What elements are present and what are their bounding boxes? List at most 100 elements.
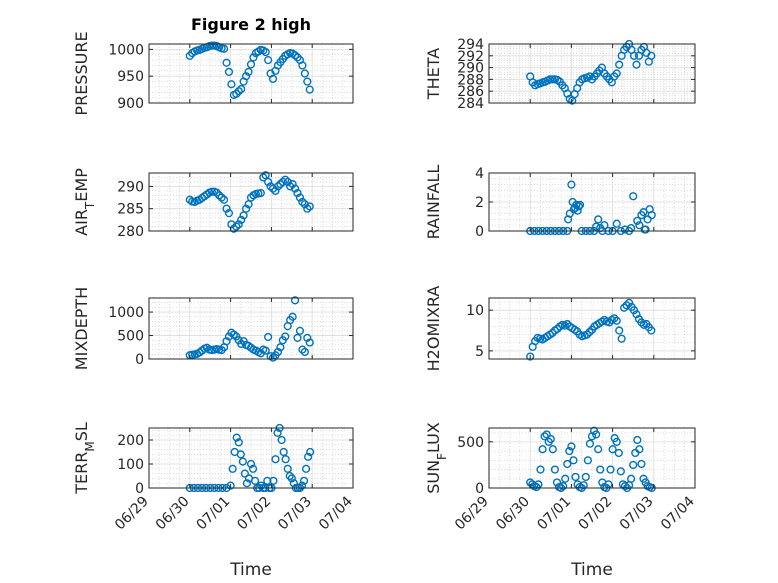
subplot-mixdepth: 0 500 1000 MIXDEPTH — [72, 287, 354, 370]
data-point — [579, 481, 588, 490]
data-point — [306, 447, 315, 457]
data-point — [268, 353, 278, 362]
data-point — [303, 333, 312, 342]
data-point — [219, 44, 229, 53]
y-tick-label: 5 — [475, 344, 484, 360]
data-point — [594, 215, 603, 224]
y-axis-label: TERRMSL — [72, 422, 97, 495]
data-point — [207, 187, 216, 196]
data-point — [596, 465, 605, 474]
data-point — [550, 465, 560, 474]
subplot-pressure: 900 950 1000 PRESSURE — [72, 31, 354, 116]
data-point — [286, 182, 295, 191]
data-point — [242, 72, 251, 81]
data-point — [246, 60, 256, 69]
data-point — [232, 433, 241, 442]
data-point — [261, 346, 270, 355]
y-axis-label: RAINFALL — [424, 165, 443, 240]
y-axis-label: AIRTEMP — [72, 168, 97, 236]
data-point — [259, 173, 268, 182]
data-point — [222, 58, 231, 67]
data-point — [614, 448, 623, 458]
axes-box — [148, 427, 354, 489]
x-tick-label: 06/29 — [112, 494, 152, 534]
data-point — [295, 326, 305, 335]
y-tick-label: 1000 — [108, 305, 144, 321]
data-point — [295, 193, 305, 202]
axes-box — [488, 427, 696, 489]
y-tick-label: 285 — [117, 202, 144, 218]
data-point — [299, 476, 309, 485]
data-point — [289, 479, 298, 488]
data-point — [276, 180, 285, 189]
data-point — [546, 434, 555, 444]
data-point — [605, 318, 614, 327]
y-tick-label: 0 — [135, 481, 144, 497]
data-point — [615, 326, 624, 335]
data-point — [300, 69, 309, 78]
y-tick-label: 4 — [475, 166, 484, 182]
x-tick-label: 07/03 — [617, 494, 657, 534]
data-point — [301, 464, 311, 473]
data-point — [563, 319, 572, 329]
axes-box — [148, 297, 354, 360]
data-point — [257, 481, 266, 490]
data-point — [281, 455, 290, 464]
data-point — [565, 446, 574, 456]
data-point — [305, 85, 314, 94]
data-point — [219, 195, 229, 204]
x-tick-label: 06/30 — [493, 494, 533, 534]
data-point — [226, 481, 235, 490]
data-point — [303, 77, 312, 86]
data-point — [288, 312, 297, 321]
data-point — [293, 188, 302, 198]
data-point — [629, 192, 638, 201]
data-point — [565, 209, 574, 218]
x-tick-label: 07/03 — [275, 494, 315, 534]
data-point — [244, 67, 253, 76]
data-point — [278, 177, 287, 187]
data-point — [585, 328, 594, 337]
data-point — [592, 430, 601, 439]
data-point — [224, 67, 234, 76]
data-point — [615, 60, 624, 69]
data-point — [304, 452, 313, 461]
data-point — [610, 314, 619, 323]
data-point — [629, 460, 638, 470]
y-tick-label: 284 — [457, 96, 484, 112]
data-point — [224, 209, 234, 218]
data-point — [643, 215, 652, 224]
data-point — [569, 456, 578, 465]
data-point — [612, 69, 621, 78]
axes-box — [488, 43, 696, 104]
y-tick-label: 290 — [457, 61, 484, 77]
data-point — [290, 296, 300, 305]
y-tick-label: 294 — [457, 37, 484, 53]
data-point — [622, 301, 631, 310]
data-point — [647, 51, 656, 60]
data-point — [277, 435, 286, 445]
data-point — [582, 330, 592, 339]
data-point — [242, 479, 252, 488]
data-point — [536, 465, 545, 474]
data-point — [627, 224, 636, 233]
data-point — [234, 220, 243, 229]
axes-box — [148, 43, 354, 104]
data-point — [620, 482, 630, 491]
subplot-h2omixra: 5 10 H2OMIXRA — [424, 286, 696, 371]
data-point — [637, 459, 646, 469]
y-tick-label: 500 — [117, 329, 144, 345]
data-point — [635, 221, 644, 230]
y-tick-label: 280 — [117, 224, 144, 240]
y-axis-label: MIXDEPTH — [72, 287, 91, 370]
data-point — [538, 445, 547, 454]
y-tick-label: 286 — [457, 84, 484, 100]
data-point — [592, 222, 601, 231]
y-axis-label: THETA — [424, 48, 443, 100]
data-point — [303, 204, 312, 213]
y-tick-label: 10 — [466, 303, 484, 319]
data-point — [559, 482, 568, 491]
data-point — [583, 456, 592, 465]
data-point — [287, 474, 296, 483]
